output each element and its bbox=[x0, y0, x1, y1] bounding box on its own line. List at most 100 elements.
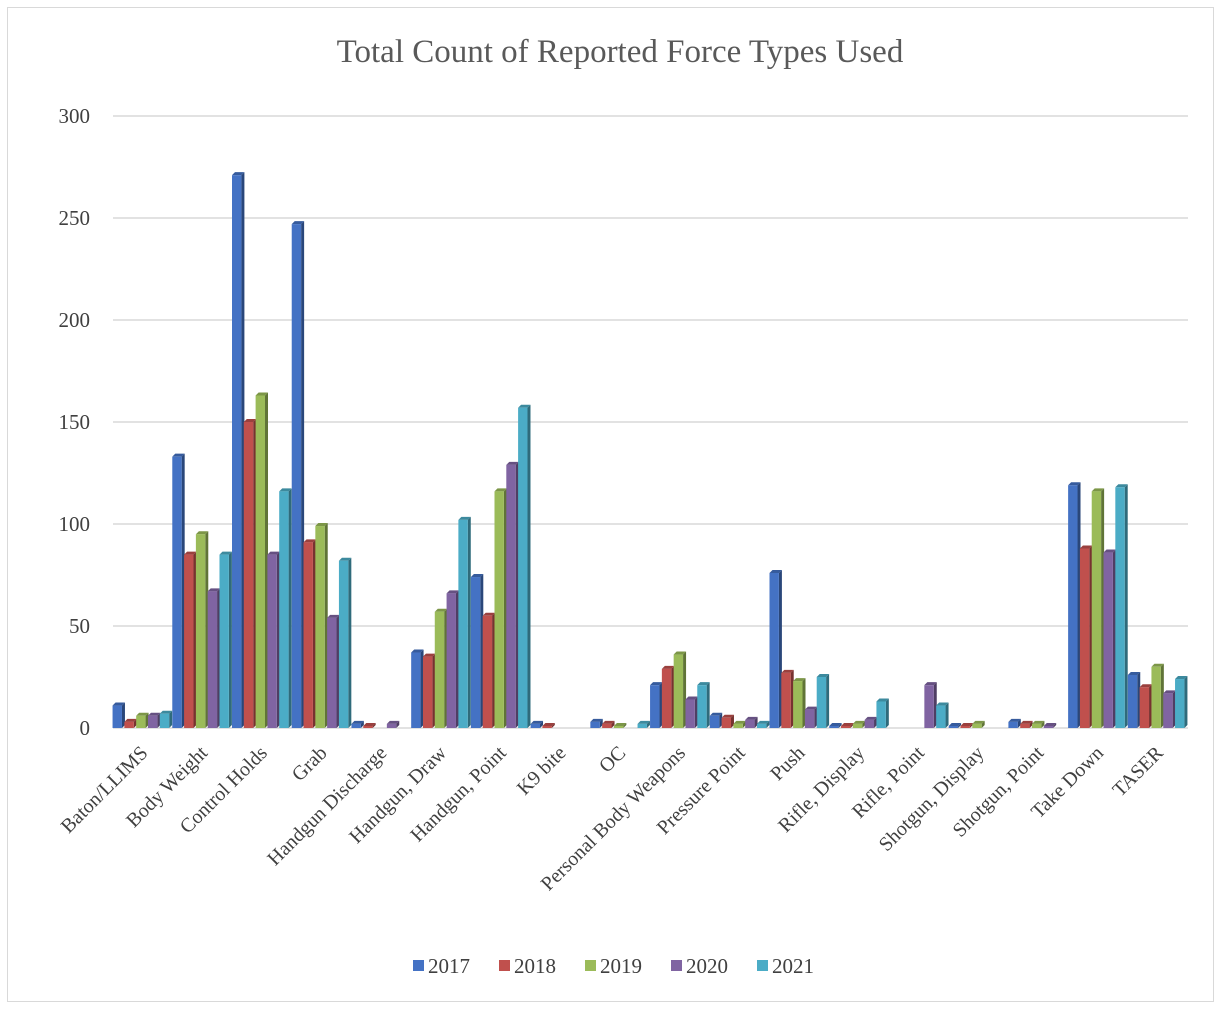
bar bbox=[1008, 718, 1021, 728]
bar bbox=[1091, 488, 1105, 728]
bar bbox=[864, 716, 878, 728]
bar bbox=[159, 710, 173, 728]
bar-chart: Total Count of Reported Force Types Used… bbox=[57, 34, 1188, 978]
y-tick-label: 100 bbox=[59, 512, 91, 536]
legend-label: 2017 bbox=[428, 954, 470, 978]
bar bbox=[255, 392, 269, 728]
bar bbox=[756, 720, 770, 728]
bar bbox=[852, 720, 866, 728]
bar bbox=[184, 551, 197, 728]
bar bbox=[279, 488, 292, 728]
bar bbox=[411, 649, 424, 728]
bar bbox=[338, 557, 352, 728]
bar bbox=[769, 569, 782, 728]
chart-frame: Total Count of Reported Force Types Used… bbox=[7, 7, 1214, 1002]
bar bbox=[124, 718, 137, 728]
bar bbox=[482, 612, 496, 728]
bar bbox=[518, 404, 531, 728]
legend-swatch bbox=[413, 960, 424, 971]
bar bbox=[1043, 722, 1057, 728]
bar bbox=[697, 682, 710, 728]
bar bbox=[1163, 690, 1176, 728]
legend-item: 2021 bbox=[757, 954, 814, 978]
bar bbox=[685, 696, 698, 728]
bar bbox=[673, 651, 687, 728]
bar bbox=[232, 172, 245, 728]
y-tick-label: 150 bbox=[59, 410, 91, 434]
bar bbox=[291, 221, 305, 728]
bar bbox=[136, 712, 149, 728]
bar bbox=[1079, 545, 1093, 728]
bar bbox=[243, 419, 257, 728]
legend-item: 2017 bbox=[413, 954, 470, 978]
bar bbox=[195, 531, 209, 728]
x-category-label: OC bbox=[595, 742, 630, 777]
bar bbox=[363, 722, 376, 728]
bar bbox=[530, 720, 544, 728]
bar bbox=[446, 590, 459, 728]
bar bbox=[147, 712, 161, 728]
bar bbox=[506, 461, 519, 728]
legend: 2017 2018 2019 2020 2021 bbox=[413, 954, 814, 978]
bar bbox=[924, 682, 937, 728]
bar bbox=[267, 551, 280, 728]
bar bbox=[1151, 663, 1164, 728]
bar bbox=[422, 653, 436, 728]
bar bbox=[841, 722, 854, 728]
bar bbox=[721, 714, 734, 728]
legend-swatch bbox=[585, 960, 596, 971]
bar bbox=[602, 720, 615, 728]
bar bbox=[960, 722, 973, 728]
bar bbox=[661, 665, 675, 728]
bar bbox=[494, 488, 507, 728]
y-tick-label: 250 bbox=[59, 206, 91, 230]
y-tick-label: 200 bbox=[59, 308, 91, 332]
bar bbox=[745, 716, 758, 728]
bar bbox=[1103, 549, 1116, 728]
bar bbox=[1175, 676, 1188, 728]
bar bbox=[1068, 482, 1081, 728]
bar bbox=[1020, 720, 1033, 728]
x-category-label: K9 bite bbox=[513, 742, 571, 800]
chart-title: Total Count of Reported Force Types Used bbox=[337, 34, 904, 70]
bar bbox=[172, 453, 185, 728]
x-category-label: Push bbox=[766, 742, 809, 785]
bars bbox=[112, 172, 1188, 728]
bar bbox=[434, 608, 448, 728]
bar bbox=[936, 702, 949, 728]
bar bbox=[972, 720, 985, 728]
bar bbox=[781, 669, 794, 728]
y-tick-label: 50 bbox=[69, 614, 90, 638]
bar bbox=[1127, 671, 1141, 728]
legend-swatch bbox=[499, 960, 510, 971]
bar bbox=[876, 698, 889, 728]
legend-label: 2020 bbox=[686, 954, 728, 978]
bar bbox=[327, 614, 340, 728]
legend-label: 2018 bbox=[514, 954, 556, 978]
bar bbox=[1115, 484, 1128, 728]
y-tick-label: 0 bbox=[80, 716, 91, 740]
bar bbox=[470, 574, 484, 728]
legend-item: 2018 bbox=[499, 954, 556, 978]
bar bbox=[948, 722, 962, 728]
bar bbox=[351, 720, 364, 728]
bar bbox=[613, 722, 627, 728]
y-tick-label: 300 bbox=[59, 104, 91, 128]
legend-label: 2019 bbox=[600, 954, 642, 978]
bar bbox=[804, 706, 818, 728]
legend-swatch bbox=[671, 960, 682, 971]
x-category-label: TASER bbox=[1108, 742, 1168, 802]
bar bbox=[458, 516, 471, 728]
bar bbox=[637, 720, 650, 728]
bar bbox=[1031, 720, 1045, 728]
bar bbox=[1139, 684, 1153, 728]
bar bbox=[829, 722, 842, 728]
bar bbox=[650, 682, 663, 728]
legend-swatch bbox=[757, 960, 768, 971]
legend-item: 2019 bbox=[585, 954, 642, 978]
bar bbox=[303, 539, 316, 728]
bar bbox=[112, 702, 125, 728]
bar bbox=[793, 678, 806, 728]
bar bbox=[590, 718, 603, 728]
